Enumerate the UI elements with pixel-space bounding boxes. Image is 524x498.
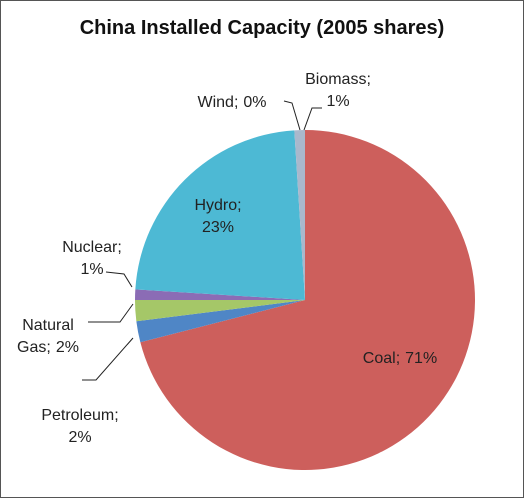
data-label: Coal; 71% — [363, 350, 437, 367]
slice — [135, 300, 305, 322]
data-label: Biomass; 1% — [305, 71, 371, 110]
chart-title: China Installed Capacity (2005 shares) — [80, 17, 445, 39]
value-label: 2% — [68, 429, 91, 446]
labels: Coal; 71% Petroleum; 2% Natural Gas; 2% Nuclear… — [17, 71, 437, 446]
slice — [140, 130, 476, 470]
leader-line — [82, 337, 134, 381]
leader-line — [88, 303, 134, 323]
pie — [135, 130, 476, 470]
value-label: 1% — [80, 261, 103, 278]
leader-line — [303, 107, 322, 131]
category-label: Gas; — [17, 339, 51, 356]
value-label: 1% — [326, 93, 349, 110]
category-label: Petroleum; — [41, 407, 118, 424]
value-label: 0% — [243, 94, 266, 111]
data-label: Nuclear; 1% — [62, 239, 122, 278]
data-label: Hydro; 23% — [194, 197, 241, 236]
value-label: 71% — [405, 350, 437, 367]
category-label: Nuclear; — [62, 239, 122, 256]
category-label: Natural — [22, 317, 74, 334]
leader-line — [283, 100, 301, 131]
category-label: Biomass; — [305, 71, 371, 88]
slice — [135, 289, 305, 300]
slice — [135, 130, 305, 300]
data-label: Petroleum; 2% — [41, 407, 118, 446]
category-label: Wind; — [197, 94, 238, 111]
category-label: Hydro; — [194, 197, 241, 214]
value-label: 23% — [202, 219, 234, 236]
slice — [136, 300, 305, 343]
leader-line — [105, 271, 133, 288]
slice — [294, 130, 305, 300]
category-label: Coal; — [363, 350, 400, 367]
data-label: Natural Gas; 2% — [17, 317, 79, 356]
value-label: 2% — [56, 339, 79, 356]
data-label: Wind; 0% — [197, 94, 266, 111]
